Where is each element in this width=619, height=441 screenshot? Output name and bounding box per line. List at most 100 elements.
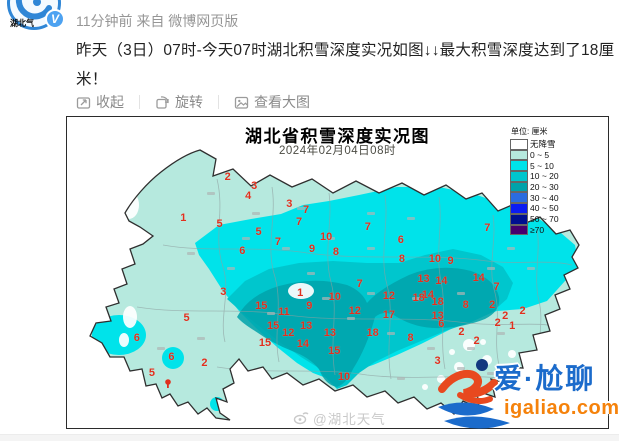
rotate-button[interactable]: 旋转: [155, 92, 203, 112]
snow-depth-value: 6: [239, 244, 246, 257]
red-marker-icon: [165, 379, 171, 388]
legend-item: 30 ~ 40: [510, 192, 559, 204]
snow-depth-value: 5: [183, 312, 190, 325]
collapse-icon: [76, 96, 91, 109]
snow-depth-value: 15: [266, 320, 280, 333]
legend-label: ≥70: [530, 224, 545, 235]
igaliao-logo-title: 爱·尬聊: [494, 363, 596, 394]
weibo-watermark: @湖北天气: [293, 408, 386, 428]
weibo-watermark-icon: [293, 412, 309, 425]
snow-depth-value: 11: [278, 306, 290, 319]
legend-item: 20 ~ 30: [510, 181, 559, 193]
verified-badge-icon: V: [45, 9, 65, 29]
post-text: 昨天（3日）07时-今天07时湖北积雪深度实况如图↓↓最大积雪深度达到了18厘米…: [76, 42, 615, 88]
snow-depth-value: 15: [255, 300, 268, 313]
snow-depth-value: 12: [282, 327, 295, 340]
legend-swatch: [510, 213, 528, 225]
snow-depth-value: 7: [484, 221, 491, 234]
snow-depth-value: 2: [458, 326, 465, 339]
snow-depth-value: 8: [462, 298, 469, 311]
view-large-button[interactable]: 查看大图: [234, 92, 310, 112]
legend-label: 20 ~ 30: [530, 182, 559, 193]
legend-label: 无降雪: [530, 139, 556, 150]
snow-depth-value: 3: [251, 179, 258, 192]
legend-label: 40 ~ 50: [530, 203, 559, 214]
snow-depth-value: 13: [431, 310, 444, 323]
snow-depth-values: 2 3 4 3 1 5 5 7 7 7 10 9 8 7 6 6 8 10 9 7 13 14 14 3 1 7 10 12 14 18 1…: [67, 117, 608, 428]
snow-depth-value: 14: [435, 274, 448, 287]
legend-label: 30 ~ 40: [530, 192, 559, 203]
snow-depth-value: 2: [473, 335, 480, 348]
snow-depth-value: 18: [431, 296, 444, 309]
legend-swatch: [510, 149, 528, 161]
snow-depth-value: 12: [382, 290, 396, 303]
snow-depth-value: 13: [299, 320, 313, 333]
snow-depth-value: 8: [332, 245, 339, 258]
post-meta: 11分钟前 来自 微博网页版: [76, 13, 239, 29]
view-large-image-icon: [234, 96, 249, 109]
snow-depth-value: 1: [297, 287, 304, 300]
snow-depth-value: 2: [519, 305, 526, 318]
legend-item: ≥70: [510, 224, 559, 236]
snow-depth-value: 2: [224, 170, 231, 183]
snow-depth-value: 7: [303, 203, 310, 216]
snow-depth-value: 1: [509, 320, 516, 333]
snow-depth-value: 3: [434, 355, 441, 368]
snow-depth-value: 2: [489, 298, 496, 311]
snow-depth-value: 7: [296, 215, 303, 228]
snow-depth-value: 5: [255, 225, 262, 238]
weibo-watermark-text: @湖北天气: [313, 412, 386, 427]
snow-depth-value: 2: [201, 357, 208, 370]
legend-swatch: [510, 139, 528, 150]
legend-unit-label: 单位: 厘米: [511, 127, 548, 136]
image-toolbar: 收起 旋转 查看大图: [76, 92, 310, 112]
legend-swatch: [510, 181, 528, 193]
legend-item: 5 ~ 10: [510, 160, 559, 172]
station-label-smudges: [157, 192, 535, 380]
snow-depth-value: 6: [168, 351, 175, 364]
snow-depth-value: 7: [274, 235, 282, 248]
legend-label: 10 ~ 20: [530, 171, 559, 182]
collapse-button[interactable]: 收起: [76, 92, 124, 112]
legend-swatch: [510, 160, 528, 172]
snow-depth-value: 13: [417, 273, 430, 286]
map-datetime: 2024年02月04日08时: [279, 145, 396, 157]
snow-depth-value: 5: [216, 217, 223, 230]
snow-depth-value: 3: [286, 197, 293, 210]
snow-depth-value: 1: [180, 211, 187, 224]
snow-depth-value: 6: [397, 234, 404, 247]
snow-depth-value: 7: [356, 278, 363, 291]
legend-swatch: [510, 203, 528, 214]
snow-depth-value: 9: [309, 243, 316, 256]
snow-depth-value: 14: [296, 338, 309, 351]
legend-label: 50 ~ 70: [530, 214, 559, 225]
snow-depth-value: 10: [320, 230, 333, 243]
rotate-icon: [156, 95, 169, 109]
legend-label: 0 ~ 5: [530, 150, 550, 161]
snow-depth-value: 2: [494, 317, 501, 330]
view-large-label: 查看大图: [254, 94, 310, 110]
igaliao-logo-site: igaliao.com: [504, 397, 619, 419]
snow-depth-value: 7: [364, 220, 371, 233]
snow-depth-value: 18: [366, 327, 379, 340]
snow-depth-value: 10: [428, 252, 441, 265]
legend-item: 0 ~ 5: [510, 149, 559, 161]
snow-depth-value: 14: [472, 272, 485, 285]
igaliao-logo[interactable]: 爱·尬聊 igaliao.com: [430, 347, 619, 433]
bottom-strip: [0, 434, 619, 441]
legend-item: 10 ~ 20: [510, 171, 559, 182]
snow-depth-value: 4: [245, 189, 252, 202]
legend-item: 无降雪: [510, 139, 559, 150]
snow-depth-value: 5: [148, 367, 155, 380]
collapse-label: 收起: [96, 94, 124, 110]
snow-depth-value: 12: [348, 305, 361, 318]
igaliao-figure-icon: [438, 359, 510, 429]
snow-depth-value: 8: [407, 332, 414, 345]
snow-depth-map-image[interactable]: 湖北省积雪深度实况图 2024年02月04日08时 单位: 厘米 无降雪 0 ~ …: [66, 116, 609, 429]
snow-depth-value: 6: [438, 318, 445, 331]
hubei-province-map: [89, 149, 580, 421]
legend-swatch: [510, 192, 528, 204]
legend-label: 5 ~ 10: [530, 160, 554, 171]
snow-depth-value: 2: [502, 310, 509, 323]
